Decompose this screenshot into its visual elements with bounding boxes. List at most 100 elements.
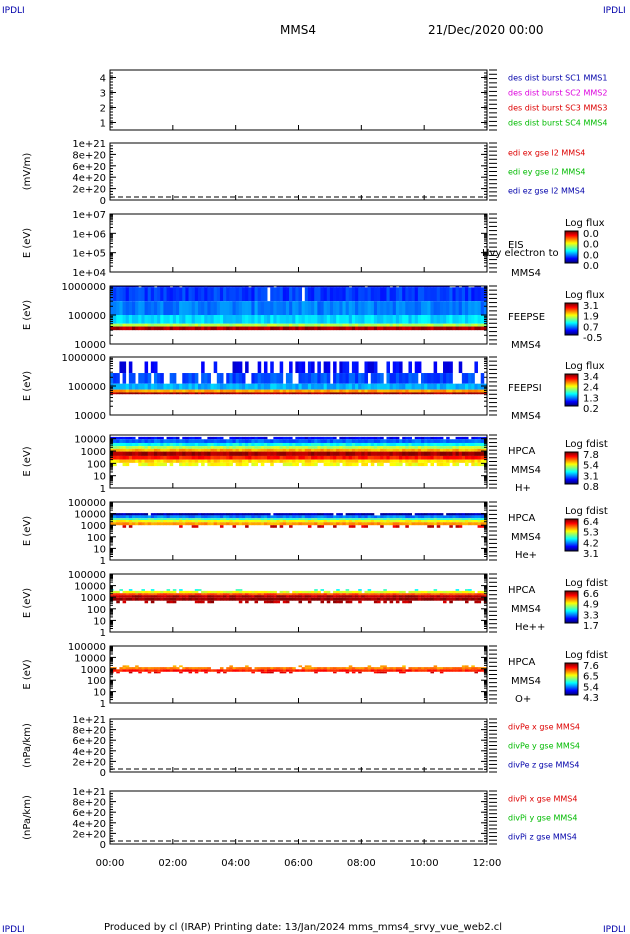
spectrogram-cell — [270, 671, 274, 674]
spectrogram-cell — [452, 389, 456, 393]
spectrogram-cell — [474, 522, 478, 526]
spectrogram-cell — [204, 520, 208, 523]
spectrogram-cell — [194, 301, 199, 315]
spectrogram-cell — [317, 446, 321, 449]
spectrogram-cell — [185, 667, 189, 670]
spectrogram-cell — [446, 323, 450, 327]
spectrogram-cell — [179, 455, 183, 460]
spectrogram-cell — [392, 515, 397, 519]
spectrogram-cell — [248, 436, 252, 440]
spectrogram-cell — [367, 520, 372, 523]
spectrogram-cell — [172, 392, 177, 395]
spectrogram-cell — [471, 451, 475, 456]
spectrogram-cell — [342, 446, 347, 449]
spectrogram-cell — [408, 667, 412, 670]
spectrogram-cell — [452, 597, 456, 601]
spectrogram-cell — [113, 590, 117, 594]
spectrogram-cell — [411, 459, 416, 463]
spectrogram-cell — [351, 451, 356, 456]
spectrogram-cell — [138, 455, 142, 460]
spectrogram-cell — [144, 326, 149, 331]
spectrogram-cell — [138, 515, 142, 519]
spectrogram-cell — [345, 383, 350, 390]
spectrogram-cell — [210, 383, 215, 390]
spectrogram-cell — [477, 669, 482, 672]
colorbar-step — [565, 686, 578, 688]
spectrogram-cell — [449, 389, 453, 393]
colorbar-step — [565, 247, 578, 249]
spectrogram-cell — [342, 597, 347, 601]
spectrogram-cell — [402, 383, 406, 390]
spectrogram-cell — [370, 520, 375, 523]
spectrogram-cell — [424, 383, 428, 390]
spectrogram-cell — [166, 442, 171, 447]
spectrogram-cell — [201, 518, 205, 521]
spectrogram-cell — [298, 459, 303, 463]
spectrogram-cell — [232, 455, 237, 460]
spectrogram-cell — [477, 442, 482, 447]
spectrogram-cell — [282, 518, 287, 521]
spectrogram-cell — [414, 448, 419, 452]
spectrogram-cell — [465, 667, 469, 670]
spectrogram-cell — [295, 590, 299, 594]
spectrogram-cell — [295, 448, 299, 452]
spectrogram-cell — [474, 286, 478, 288]
spectrogram-cell — [191, 518, 196, 521]
spectrogram-cell — [351, 446, 356, 449]
spectrogram-cell — [333, 518, 337, 521]
spectrogram-cell — [157, 286, 161, 288]
spectrogram-cell — [179, 323, 183, 327]
colorbar-tick-label: 4.3 — [583, 693, 599, 704]
spectrogram-cell — [241, 383, 246, 390]
spectrogram-cell — [395, 323, 400, 327]
spectrogram-cell — [408, 600, 412, 604]
spectrogram-cell — [395, 451, 400, 456]
spectrogram-cell — [417, 513, 422, 516]
spectrogram-cell — [402, 520, 406, 523]
spectrogram-cell — [452, 383, 456, 390]
spectrogram-cell — [141, 455, 145, 460]
spectrogram-cell — [474, 667, 478, 670]
spectrogram-cell — [298, 451, 303, 456]
spectrogram-cell — [191, 326, 196, 331]
spectrogram-cell — [446, 446, 450, 449]
spectrogram-cell — [241, 389, 246, 393]
spectrogram-cell — [474, 326, 478, 331]
spectrogram-cell — [351, 595, 356, 598]
spectrogram-cell — [235, 392, 240, 395]
spectrogram-cell — [377, 326, 381, 331]
spectrogram-cell — [304, 518, 309, 521]
spectrogram-cell — [461, 287, 466, 302]
spectrogram-cell — [113, 389, 117, 393]
spectrogram-cell — [188, 383, 193, 390]
spectrogram-cell — [169, 513, 174, 516]
spectrogram-cell — [402, 515, 406, 519]
spectrogram-cell — [317, 515, 321, 519]
spectrogram-cell — [348, 439, 353, 443]
spectrogram-cell — [455, 590, 460, 594]
spectrogram-cell — [405, 455, 409, 460]
spectrogram-cell — [292, 326, 296, 331]
spectrogram-cell — [298, 287, 303, 302]
spectrogram-cell — [361, 286, 365, 288]
spectrogram-cell — [141, 667, 145, 670]
spectrogram-cell — [207, 462, 211, 467]
spectrogram-cell — [131, 597, 136, 601]
spectrogram-cell — [317, 301, 321, 315]
spacecraft-label: MMS4 — [511, 465, 541, 476]
spectrogram-cell — [480, 323, 485, 327]
spectrogram-cell — [446, 315, 450, 324]
spectrogram-cell — [430, 593, 434, 596]
spectrogram-cell — [386, 518, 391, 521]
spectrogram-cell — [207, 286, 211, 288]
spectrogram-cell — [251, 383, 255, 390]
spectrogram-cell — [191, 590, 196, 594]
spectrogram-cell — [311, 326, 315, 331]
spectrogram-cell — [430, 287, 434, 302]
spectrogram-cell — [191, 513, 196, 516]
spectrogram-cell — [480, 389, 485, 393]
spectrogram-cell — [144, 323, 149, 327]
spectrogram-cell — [373, 286, 378, 288]
spectrogram-cell — [395, 455, 400, 460]
spectrogram-cell — [223, 439, 227, 443]
